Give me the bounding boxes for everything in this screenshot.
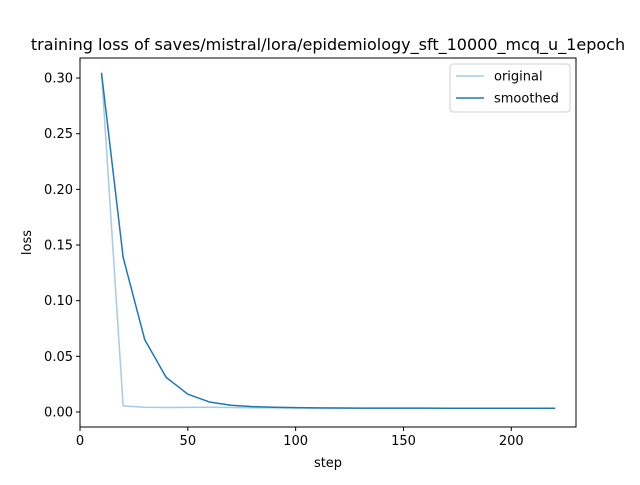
x-axis-ticks: 0 50 100 150 200 bbox=[76, 427, 524, 449]
plot-area bbox=[100, 72, 556, 410]
y-tick-label: 0.05 bbox=[44, 350, 73, 365]
x-tick-label: 200 bbox=[499, 434, 524, 449]
legend-label-smoothed: smoothed bbox=[494, 92, 559, 107]
y-axis-label: loss bbox=[20, 230, 35, 255]
legend-label-original: original bbox=[494, 70, 543, 85]
y-axis-ticks: 0.00 0.05 0.10 0.15 0.20 0.25 0.30 bbox=[44, 72, 80, 420]
y-tick-label: 0.25 bbox=[44, 127, 73, 142]
legend: original smoothed bbox=[449, 63, 571, 113]
y-tick-label: 0.15 bbox=[44, 239, 73, 254]
x-axis-label: step bbox=[314, 456, 342, 471]
series-line-smoothed bbox=[100, 72, 556, 409]
y-tick-label: 0.00 bbox=[44, 405, 73, 420]
x-tick-label: 50 bbox=[180, 434, 197, 449]
x-tick-label: 100 bbox=[283, 434, 308, 449]
x-tick-label: 0 bbox=[76, 434, 84, 449]
chart-title: training loss of saves/mistral/lora/epid… bbox=[31, 35, 625, 55]
y-tick-label: 0.30 bbox=[44, 72, 73, 87]
y-tick-label: 0.10 bbox=[44, 294, 73, 309]
y-tick-label: 0.20 bbox=[44, 183, 73, 198]
plot-frame bbox=[79, 57, 577, 428]
x-tick-label: 150 bbox=[391, 434, 416, 449]
